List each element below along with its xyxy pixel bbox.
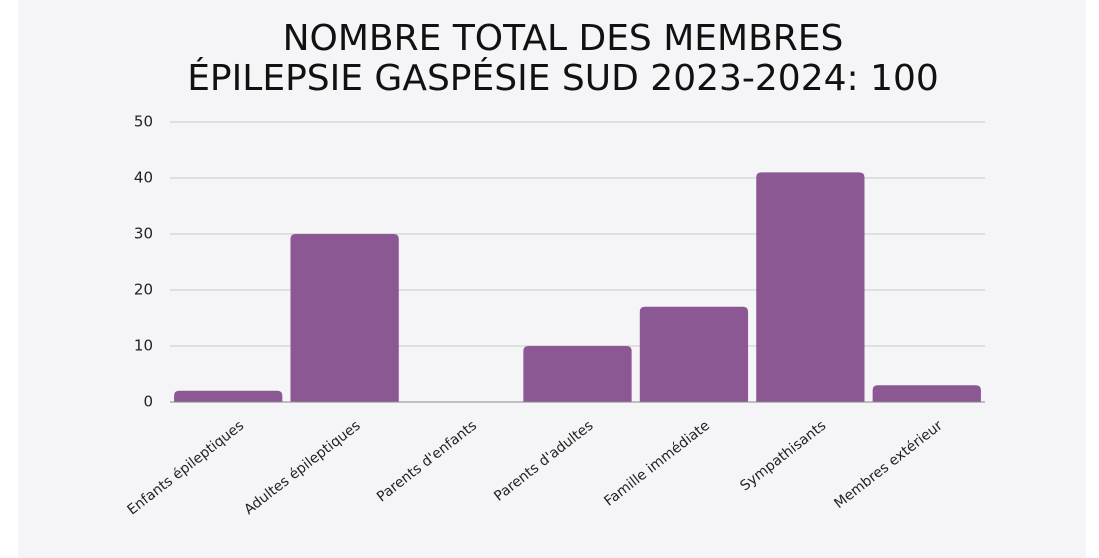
bar (639, 306, 749, 402)
bar (523, 346, 632, 402)
y-tick-label: 10 (134, 337, 153, 355)
chart-title-line-2: ÉPILEPSIE GASPÉSIE SUD 2023-2024: 100 (187, 57, 939, 99)
bar (290, 234, 399, 402)
chart-title-line-1: NOMBRE TOTAL DES MEMBRES (283, 18, 844, 59)
panel-background (18, 0, 1086, 558)
y-tick-label: 40 (134, 169, 153, 187)
y-tick-label: 20 (134, 281, 153, 299)
bar (756, 172, 865, 402)
y-tick-label: 0 (143, 393, 153, 411)
bar (872, 385, 981, 402)
bar (174, 390, 283, 402)
y-tick-label: 50 (134, 113, 153, 131)
y-tick-label: 30 (134, 225, 153, 243)
